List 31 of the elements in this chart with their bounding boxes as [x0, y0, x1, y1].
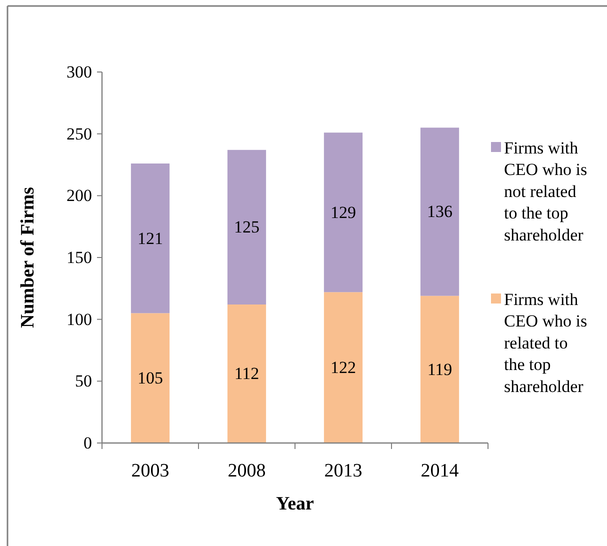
bar	[227, 150, 266, 304]
x-tick-label: 2008	[228, 460, 266, 482]
data-label: 119	[427, 360, 452, 379]
x-axis-title: Year	[276, 494, 315, 514]
y-tick-label: 150	[66, 248, 92, 267]
x-tick-label: 2003	[131, 460, 170, 482]
data-label: 136	[427, 202, 452, 222]
bar	[324, 292, 363, 443]
bar	[420, 296, 460, 443]
x-tick-label: 2014	[420, 460, 460, 482]
bar	[324, 132, 363, 292]
data-label: 122	[330, 358, 356, 378]
data-label: 112	[234, 364, 260, 384]
y-tick-label: 300	[66, 62, 92, 82]
y-tick-label: 50	[75, 372, 92, 391]
bar	[130, 313, 170, 443]
data-label: 125	[234, 218, 260, 237]
legend-label: Firms with CEO who is not related to the top shareholder	[504, 138, 588, 244]
bar	[130, 164, 170, 314]
y-axis-title: Number of Firms	[18, 186, 38, 328]
x-tick-label: 2013	[324, 460, 362, 482]
data-label: 121	[138, 228, 163, 248]
y-tick-label: 0	[84, 434, 92, 452]
data-label: 105	[138, 368, 163, 388]
y-tick-label: 100	[66, 310, 92, 329]
legend-label: Firms with CEO who is related to the top shareholder	[504, 290, 588, 396]
bar	[227, 304, 266, 443]
bar	[420, 128, 460, 296]
y-tick-label: 250	[66, 124, 92, 144]
y-tick-label: 200	[66, 186, 92, 206]
data-label: 129	[330, 202, 356, 222]
